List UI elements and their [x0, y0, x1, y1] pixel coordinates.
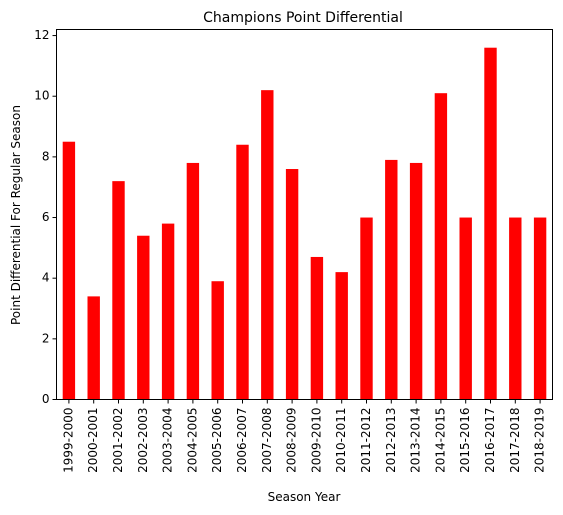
x-axis-label: Season Year	[268, 490, 341, 504]
x-tick-label: 2008-2009	[285, 408, 299, 473]
x-tick-label: 2016-2017	[483, 408, 497, 473]
y-tick-label: 6	[42, 210, 50, 224]
x-tick-label: 2010-2011	[334, 408, 348, 473]
bar-2002-2003	[137, 235, 150, 400]
y-tick-label: 4	[42, 271, 50, 285]
bar-2004-2005	[186, 162, 200, 400]
x-tick-label: 2003-2004	[161, 408, 175, 473]
x-tick-label: 2013-2014	[409, 408, 423, 473]
x-tick-label: 2006-2007	[235, 408, 249, 473]
x-tick-label: 2018-2019	[533, 408, 547, 473]
bar-2013-2014	[409, 162, 423, 400]
y-tick-label: 8	[42, 149, 50, 163]
bar-2000-2001	[87, 296, 100, 400]
bar-2008-2009	[285, 169, 299, 400]
bar-1999-2000	[62, 141, 76, 400]
x-tick-label: 2002-2003	[136, 408, 150, 473]
bar-2010-2011	[335, 272, 348, 400]
bar-2016-2017	[484, 47, 497, 400]
bar-2006-2007	[236, 144, 249, 400]
bar-2009-2010	[310, 256, 324, 400]
bar-2007-2008	[261, 90, 274, 400]
y-axis: 0 2 4 6 8 10 12	[34, 28, 57, 406]
bar-2018-2019	[533, 217, 547, 400]
bar-2015-2016	[459, 217, 472, 400]
x-tick-label: 1999-2000	[61, 408, 75, 473]
bar-2017-2018	[509, 217, 522, 400]
x-tick-label: 2015-2016	[458, 408, 472, 473]
x-tick-label: 2000-2001	[86, 408, 100, 473]
y-tick-label: 10	[34, 89, 49, 103]
bar-2012-2013	[385, 159, 398, 400]
y-axis-label: Point Differential For Regular Season	[9, 105, 23, 325]
bar-2003-2004	[161, 223, 175, 400]
bar-2011-2012	[360, 217, 373, 400]
x-tick-label: 2004-2005	[185, 408, 199, 473]
y-tick-label: 12	[34, 28, 49, 42]
plot-frame	[56, 29, 553, 400]
bar-2005-2006	[211, 281, 224, 400]
x-tick-label: 2001-2002	[111, 408, 125, 473]
x-tick-label: 2007-2008	[260, 408, 274, 473]
x-tick-label: 2017-2018	[508, 408, 522, 473]
x-tick-label: 2014-2015	[433, 408, 447, 473]
x-tick-label: 2011-2012	[359, 408, 373, 473]
bars-group	[62, 47, 547, 400]
bar-2014-2015	[434, 93, 448, 400]
y-tick-label: 0	[42, 392, 50, 406]
chart-title: Champions Point Differential	[203, 10, 403, 26]
bar-2001-2002	[112, 181, 125, 400]
y-tick-label: 2	[42, 331, 50, 345]
x-tick-label: 2012-2013	[384, 408, 398, 473]
x-axis: 1999-2000 2000-2001 2001-2002 2002-2003 2003…	[61, 399, 547, 473]
x-tick-label: 2005-2006	[210, 408, 224, 473]
x-tick-label: 2009-2010	[309, 408, 323, 473]
